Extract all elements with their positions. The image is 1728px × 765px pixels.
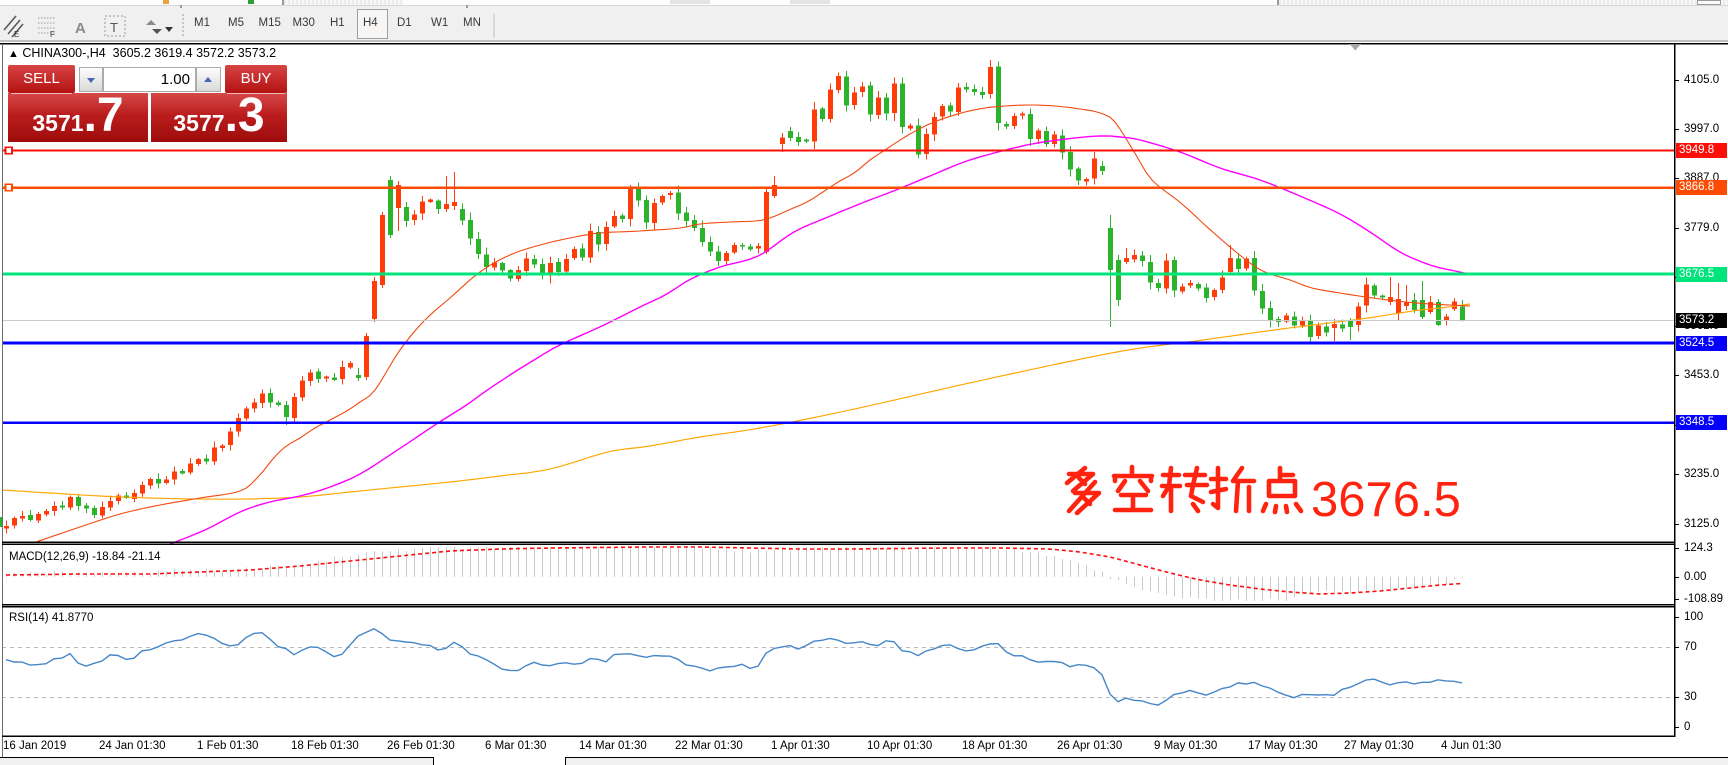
svg-text:T: T [110, 20, 118, 35]
svg-text:F: F [50, 30, 55, 39]
svg-text:A: A [75, 20, 86, 37]
svg-text:3676.5: 3676.5 [1311, 473, 1461, 527]
svg-text:E: E [14, 30, 19, 39]
